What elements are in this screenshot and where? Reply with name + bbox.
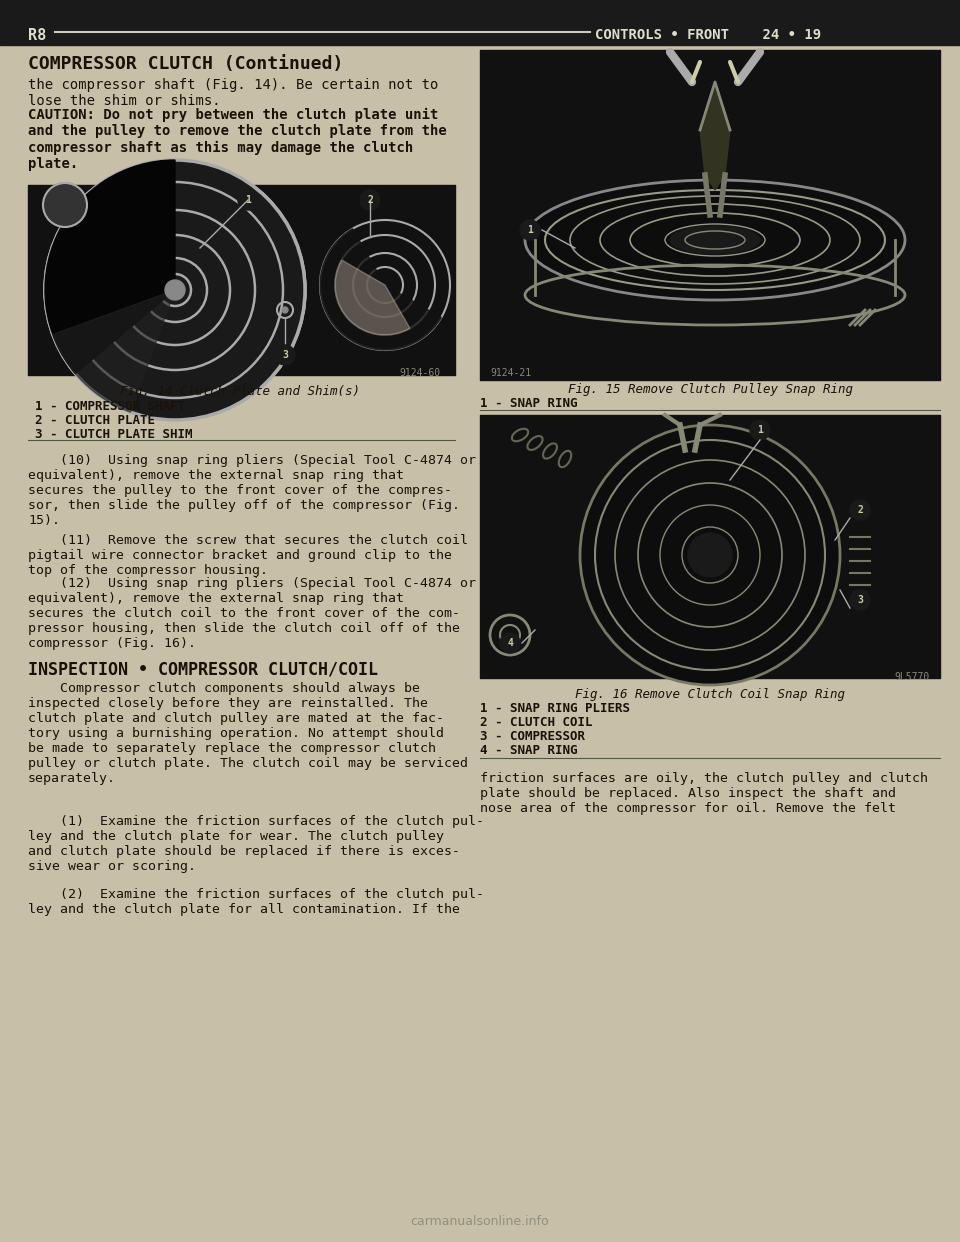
Wedge shape — [53, 289, 175, 412]
Text: Fig. 14 Clutch Plate and Shim(s): Fig. 14 Clutch Plate and Shim(s) — [120, 385, 360, 397]
Circle shape — [360, 190, 380, 210]
Wedge shape — [320, 229, 442, 350]
Text: 2: 2 — [367, 195, 372, 205]
Text: 4: 4 — [507, 638, 513, 648]
Circle shape — [282, 307, 288, 313]
Text: (2)  Examine the friction surfaces of the clutch pul-
ley and the clutch plate f: (2) Examine the friction surfaces of the… — [28, 888, 484, 917]
Text: 2 - CLUTCH PLATE: 2 - CLUTCH PLATE — [35, 414, 155, 427]
Text: 9124-60: 9124-60 — [398, 368, 440, 378]
Text: CONTROLS • FRONT    24 • 19: CONTROLS • FRONT 24 • 19 — [595, 29, 821, 42]
Text: R8: R8 — [28, 29, 46, 43]
Text: 1: 1 — [757, 425, 763, 435]
Circle shape — [320, 220, 450, 350]
Circle shape — [500, 633, 520, 653]
Circle shape — [580, 425, 840, 686]
Text: 9L5770: 9L5770 — [895, 672, 930, 682]
Text: 1 - COMPRESSOR SHAFT: 1 - COMPRESSOR SHAFT — [35, 400, 185, 414]
Ellipse shape — [670, 226, 760, 255]
Text: 3 - COMPRESSOR: 3 - COMPRESSOR — [480, 730, 585, 743]
Text: 3 - CLUTCH PLATE SHIM: 3 - CLUTCH PLATE SHIM — [35, 428, 193, 441]
Circle shape — [238, 190, 258, 210]
Text: 1: 1 — [527, 225, 533, 235]
Text: 1 - SNAP RING: 1 - SNAP RING — [480, 397, 578, 410]
Circle shape — [275, 345, 295, 365]
Circle shape — [43, 183, 87, 227]
Text: 4 - SNAP RING: 4 - SNAP RING — [480, 744, 578, 758]
Text: 3: 3 — [282, 350, 288, 360]
Text: CAUTION: Do not pry between the clutch plate unit
and the pulley to remove the c: CAUTION: Do not pry between the clutch p… — [28, 108, 446, 171]
Wedge shape — [335, 260, 410, 335]
Text: (12)  Using snap ring pliers (Special Tool C-4874 or
equivalent), remove the ext: (12) Using snap ring pliers (Special Too… — [28, 578, 476, 650]
Polygon shape — [700, 82, 730, 190]
Text: 3: 3 — [857, 595, 863, 605]
Wedge shape — [45, 160, 175, 374]
Circle shape — [520, 220, 540, 240]
Text: (11)  Remove the screw that secures the clutch coil
pigtail wire connector brack: (11) Remove the screw that secures the c… — [28, 534, 468, 578]
Circle shape — [45, 160, 305, 420]
Text: 1 - SNAP RING PLIERS: 1 - SNAP RING PLIERS — [480, 702, 630, 715]
Circle shape — [850, 590, 870, 610]
Text: Compressor clutch components should always be
inspected closely before they are : Compressor clutch components should alwa… — [28, 682, 468, 785]
Text: Fig. 15 Remove Clutch Pulley Snap Ring: Fig. 15 Remove Clutch Pulley Snap Ring — [567, 383, 852, 396]
Ellipse shape — [525, 180, 905, 301]
Circle shape — [850, 501, 870, 520]
Text: 1: 1 — [245, 195, 251, 205]
Text: COMPRESSOR CLUTCH (Continued): COMPRESSOR CLUTCH (Continued) — [28, 55, 344, 73]
Text: 2: 2 — [857, 505, 863, 515]
Text: INSPECTION • COMPRESSOR CLUTCH/COIL: INSPECTION • COMPRESSOR CLUTCH/COIL — [28, 660, 378, 678]
Text: (10)  Using snap ring pliers (Special Tool C-4874 or
equivalent), remove the ext: (10) Using snap ring pliers (Special Too… — [28, 455, 476, 527]
Circle shape — [750, 420, 770, 440]
Text: 2 - CLUTCH COIL: 2 - CLUTCH COIL — [480, 715, 592, 729]
Circle shape — [165, 279, 185, 301]
Text: Fig. 16 Remove Clutch Coil Snap Ring: Fig. 16 Remove Clutch Coil Snap Ring — [575, 688, 845, 700]
Text: 9124-21: 9124-21 — [490, 368, 531, 378]
Circle shape — [688, 533, 732, 578]
Text: friction surfaces are oily, the clutch pulley and clutch
plate should be replace: friction surfaces are oily, the clutch p… — [480, 773, 928, 815]
Text: (1)  Examine the friction surfaces of the clutch pul-
ley and the clutch plate f: (1) Examine the friction surfaces of the… — [28, 815, 484, 873]
Text: carmanualsonline.info: carmanualsonline.info — [411, 1215, 549, 1228]
Text: the compressor shaft (Fig. 14). Be certain not to
lose the shim or shims.: the compressor shaft (Fig. 14). Be certa… — [28, 78, 439, 108]
